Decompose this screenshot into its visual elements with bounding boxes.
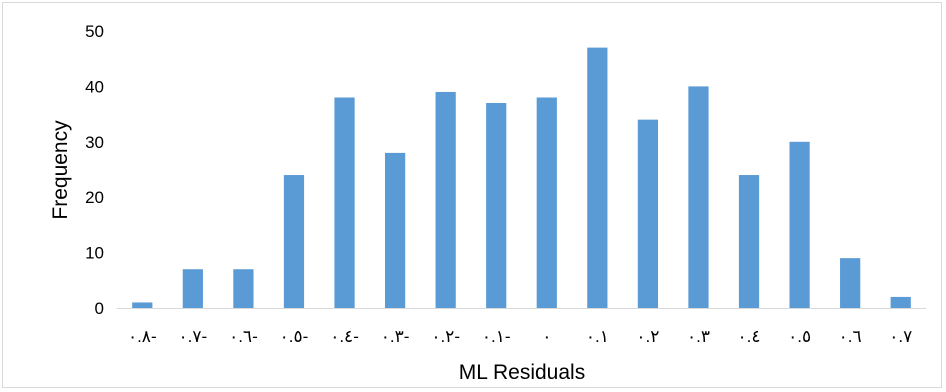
x-tick-label: ٠.٨- [128, 327, 157, 346]
bar [840, 258, 861, 308]
y-tick-label: 30 [85, 133, 104, 152]
bar [536, 97, 557, 308]
x-tick-label: ٠.٦ [839, 327, 862, 346]
bar [789, 141, 810, 308]
x-tick-label: ٠.٢ [636, 327, 659, 346]
y-axis-title: Frequency [49, 120, 72, 220]
x-tick-label: ٠.٣ [687, 327, 710, 346]
y-tick-label: 0 [95, 299, 104, 318]
x-axis-ticks: ٠.٨- ٠.٧- ٠.٦- ٠.٥- ٠.٤- ٠.٣- ٠.٢- ٠.١- ٠ ٠.١ ٠.٢ ٠… [128, 327, 912, 346]
chart-frame [2, 2, 942, 388]
x-tick-label: ٠ [542, 327, 551, 346]
bars [132, 47, 911, 309]
bar [283, 175, 305, 308]
y-tick-label: 50 [85, 22, 104, 41]
bar [738, 175, 760, 308]
x-tick-label: ٠.٣- [381, 327, 410, 346]
bar [233, 269, 254, 308]
bar [384, 152, 406, 308]
x-tick-label: ٠.١- [482, 327, 511, 346]
y-tick-label: 10 [85, 244, 104, 263]
x-tick-label: ٠.٧ [889, 327, 912, 346]
bar [688, 86, 709, 309]
x-tick-label: ٠.٥- [280, 327, 309, 346]
x-tick-label: ٠.٢- [431, 327, 460, 346]
y-tick-label: 20 [85, 188, 104, 207]
bar [637, 119, 659, 308]
bar [435, 91, 456, 308]
x-tick-label: ٠.٥ [788, 327, 811, 346]
x-tick-label: ٠.٤ [738, 327, 761, 346]
y-tick-label: 40 [85, 77, 104, 96]
bar [132, 302, 153, 308]
x-tick-label: ٠.١ [586, 327, 609, 346]
x-tick-label: ٠.٤- [330, 327, 359, 346]
bar [890, 296, 911, 308]
x-axis-title: ML Residuals [459, 361, 585, 384]
bar [182, 269, 203, 308]
y-axis-ticks: 0 10 20 30 40 50 [85, 22, 104, 318]
bar [587, 47, 608, 309]
x-tick-label: ٠.٧- [179, 327, 208, 346]
x-tick-label: ٠.٦- [229, 327, 258, 346]
bar [334, 97, 355, 308]
bar [486, 103, 507, 309]
